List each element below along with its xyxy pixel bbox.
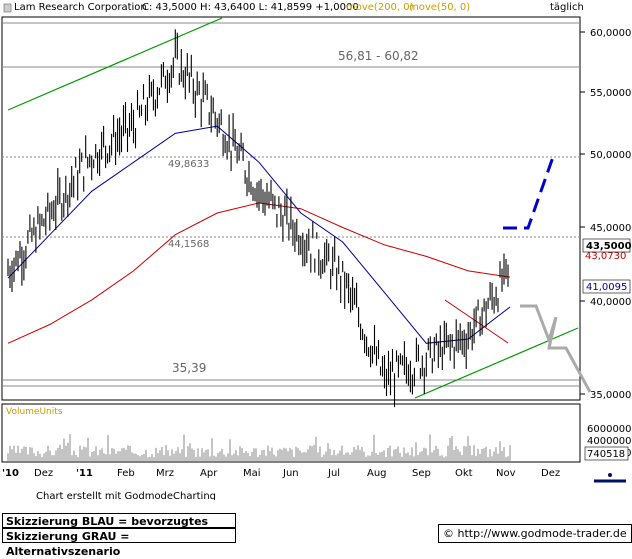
blue-scenario-note: Skizzierung BLAU = bevorzugtes Szenario	[2, 513, 236, 543]
x-label-mai: Mai	[243, 468, 261, 479]
chart-credit: Chart erstellt mit GodmodeCharting	[36, 491, 216, 500]
header-quote: C: 43,5000 H: 43,6400 L: 41,8599 +1,0000	[142, 2, 359, 13]
x-label-feb: Feb	[117, 468, 135, 479]
ma200-value-badge: 43,0730	[585, 251, 626, 262]
x-label-aug: Aug	[367, 468, 387, 479]
header-ma-long: move(200, 0)	[346, 2, 414, 13]
x-label-mrz: Mrz	[156, 468, 174, 479]
ma50-value: 41,0095	[586, 282, 627, 293]
header-period: täglich	[550, 2, 584, 13]
x-axis: '10 Dez '11 Feb Mrz Apr Mai Jun Jul Aug …	[2, 468, 560, 479]
header-icon-strip	[3, 3, 12, 13]
gray-scenario	[520, 304, 592, 393]
header-title: Lam Research Corporation	[14, 2, 147, 13]
volume-tick-6m: 6000000	[587, 424, 632, 435]
last-price-value: 43,5000	[586, 241, 632, 252]
gray-scenario-note: Skizzierung GRAU = Alternativszenario	[2, 528, 236, 558]
x-label-10: '10	[2, 468, 19, 479]
upper-trend-line	[7, 17, 223, 111]
x-label-apr: Apr	[200, 468, 218, 479]
price-tick-50: 50,0000	[590, 150, 631, 161]
website-link[interactable]: © http://www.godmode-trader.de	[438, 524, 632, 543]
price-tick-35: 35,0000	[590, 390, 631, 401]
godmode-logo	[587, 464, 630, 488]
x-label-jul: Jul	[327, 468, 340, 479]
price-chart: 56,81 - 60,82 49,8633 44,1568 35,39 60,0…	[1, 16, 632, 500]
price-tick-55: 55,0000	[590, 88, 631, 99]
last-price-badge: 43,5000	[582, 238, 632, 253]
x-label-dez2: Dez	[541, 468, 560, 479]
website-url: http://www.godmode-trader.de	[457, 527, 627, 540]
last-volume-badge	[584, 446, 629, 461]
x-label-okt: Okt	[455, 468, 473, 479]
price-bars	[7, 29, 509, 408]
chart-type-icon	[3, 3, 12, 13]
header-ma-short: move(50, 0)	[409, 2, 471, 13]
chart-header: Lam Research Corporation C: 43,5000 H: 4…	[0, 0, 632, 16]
level-label-56: 56,81 - 60,82	[338, 49, 419, 63]
level-label-44: 44,1568	[168, 239, 209, 250]
level-label-35: 35,39	[172, 361, 206, 375]
volume-label: VolumeUnits	[6, 407, 63, 417]
blue-scenario	[503, 156, 555, 230]
x-label-11: '11	[76, 468, 93, 479]
volume-bars	[7, 434, 511, 461]
price-tick-45: 45,0000	[590, 223, 631, 234]
lower-trend-line	[414, 327, 579, 399]
ma50-value-badge: 41,0095	[582, 279, 631, 294]
price-tick-60: 60,0000	[590, 28, 631, 39]
x-label-sep: Sep	[412, 468, 431, 479]
last-volume-value: 740518	[587, 449, 625, 460]
volume-panel-frame	[1, 403, 581, 463]
price-axis: 60,0000 55,0000 50,0000 45,0000 40,0000 …	[580, 28, 631, 401]
volume-tick-4m: 4000000	[587, 436, 632, 447]
price-panel-frame	[1, 16, 581, 401]
price-tick-40: 40,0000	[590, 297, 631, 308]
x-label-jun: Jun	[282, 468, 299, 479]
ma200-value: 43,0730	[585, 251, 626, 262]
copyright-symbol: ©	[443, 527, 454, 540]
x-label-nov: Nov	[496, 468, 516, 479]
ma50-line	[7, 125, 511, 344]
ma200-line	[7, 202, 511, 344]
level-label-49: 49,8633	[168, 159, 209, 170]
x-label-dez: Dez	[34, 468, 53, 479]
